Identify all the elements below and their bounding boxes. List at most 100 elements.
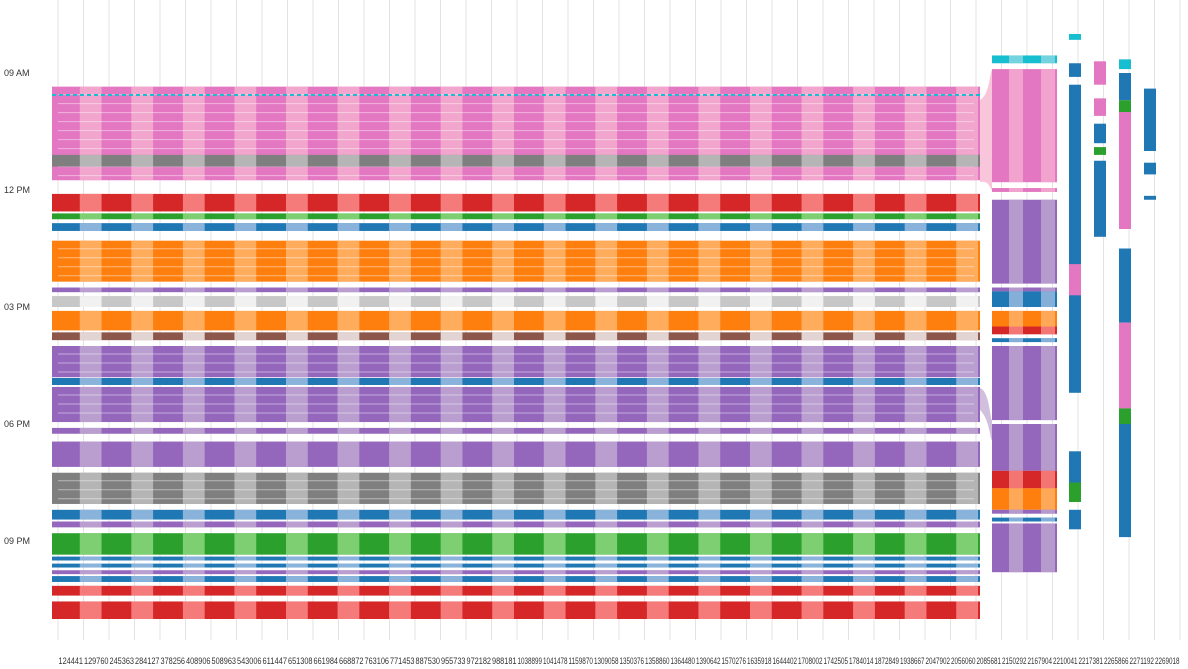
- band-cell: [182, 223, 205, 231]
- thin-segment: [1069, 482, 1081, 502]
- band-cell: [286, 533, 308, 555]
- x-tick-label: 651308: [288, 656, 313, 666]
- band-cell: [801, 563, 824, 568]
- band-cell: [750, 193, 772, 212]
- band-cell: [543, 585, 566, 596]
- band-cell: [595, 223, 618, 231]
- x-tick-label: 2271192: [1130, 656, 1155, 666]
- side-band-cell: [1009, 470, 1023, 489]
- band-cell: [337, 346, 360, 378]
- band-cell: [904, 213, 927, 220]
- band-cell: [286, 427, 308, 434]
- band-cell: [286, 576, 308, 582]
- side-band-cell: [1041, 346, 1055, 421]
- band-cell: [543, 377, 566, 385]
- side-band-cell: [1009, 338, 1023, 343]
- band-cell: [440, 427, 463, 434]
- band-cell: [904, 240, 927, 282]
- band-cell: [801, 427, 824, 434]
- band-cell: [956, 154, 978, 167]
- band-cell: [182, 240, 205, 282]
- band-cell: [131, 570, 154, 575]
- band-cell: [853, 472, 875, 504]
- band-cell: [853, 386, 875, 423]
- band-cell: [543, 556, 566, 561]
- band-cell: [131, 533, 154, 555]
- band-cell: [853, 346, 875, 378]
- band-cell: [389, 154, 411, 167]
- band-cell: [750, 472, 772, 504]
- thin-segment: [1094, 160, 1106, 237]
- x-tick-label: 1038899: [518, 656, 543, 666]
- band-cell: [337, 213, 360, 220]
- band-cell: [492, 521, 514, 528]
- band-cell: [543, 154, 566, 167]
- band-cell: [131, 310, 154, 331]
- band-cell: [440, 346, 463, 378]
- thin-segment: [1144, 88, 1156, 151]
- band-cell: [234, 509, 257, 520]
- band-cell: [750, 427, 772, 434]
- band-cell: [182, 296, 205, 307]
- band-cell: [801, 193, 824, 212]
- band-cell: [286, 377, 308, 385]
- band-cell: [234, 601, 257, 619]
- band-cell: [337, 472, 360, 504]
- band-cell: [801, 377, 824, 385]
- x-tick-label: 1644402: [773, 656, 798, 666]
- band-cell: [234, 240, 257, 282]
- band-cell: [904, 332, 927, 341]
- y-axis: 09 AM 12 PM 03 PM 06 PM 09 PM: [4, 68, 30, 546]
- thin-segment: [1119, 248, 1131, 323]
- side-band-cell: [1041, 517, 1055, 522]
- band-cell: [337, 427, 360, 434]
- x-tick-label: 1350376: [620, 656, 645, 666]
- band-cell: [182, 556, 205, 561]
- band-cell: [286, 287, 308, 293]
- band-cell: [337, 223, 360, 231]
- band-cell: [543, 296, 566, 307]
- band-cell: [234, 533, 257, 555]
- side-band-cell: [1041, 338, 1055, 343]
- thin-segment: [1069, 63, 1081, 77]
- band-cell: [801, 296, 824, 307]
- side-band-cell: [1009, 346, 1023, 421]
- band-cell: [182, 193, 205, 212]
- band-cell: [389, 427, 411, 434]
- band-cell: [595, 287, 618, 293]
- band-cell: [750, 585, 772, 596]
- band: [52, 287, 980, 293]
- band-cell: [543, 521, 566, 528]
- band-cell: [956, 585, 978, 596]
- band: [52, 154, 980, 167]
- band-cell: [750, 223, 772, 231]
- band-cell: [389, 441, 411, 467]
- thin-segment: [1144, 195, 1156, 200]
- band-cell: [337, 240, 360, 282]
- band-cell: [904, 223, 927, 231]
- band-cell: [182, 441, 205, 467]
- band-cell: [234, 563, 257, 568]
- band-cell: [79, 509, 102, 520]
- band-cell: [646, 427, 669, 434]
- band-cell: [646, 346, 669, 378]
- band-cell: [286, 332, 308, 341]
- band-cell: [801, 509, 824, 520]
- band-cell: [543, 472, 566, 504]
- band-cell: [750, 556, 772, 561]
- band-cell: [801, 332, 824, 341]
- band-cell: [750, 386, 772, 423]
- thin-segment: [1069, 264, 1081, 296]
- band-cell: [337, 193, 360, 212]
- band-cell: [646, 213, 669, 220]
- band-cell: [182, 509, 205, 520]
- band-cell: [595, 563, 618, 568]
- side-band-cell: [1009, 523, 1023, 573]
- band-cell: [182, 154, 205, 167]
- band-cell: [904, 472, 927, 504]
- x-tick-label: 2167904: [1028, 656, 1053, 666]
- band-cell: [182, 521, 205, 528]
- band-cell: [904, 296, 927, 307]
- band-cell: [750, 563, 772, 568]
